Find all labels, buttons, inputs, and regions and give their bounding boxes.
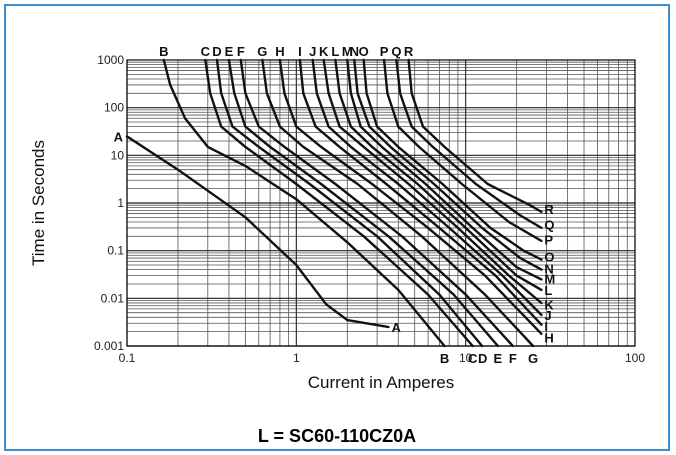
y-tick-label: 0.001 — [94, 339, 124, 353]
x-axis-label: Current in Amperes — [308, 373, 454, 392]
curve-a — [125, 135, 390, 329]
curve-label-bottom: F — [509, 351, 517, 366]
curve-label-top: K — [319, 44, 329, 59]
curve-p — [382, 58, 543, 243]
x-tick-label: 10 — [459, 351, 473, 365]
curve-e — [227, 58, 500, 348]
x-tick-label: 100 — [625, 351, 645, 365]
y-tick-label: 1000 — [97, 53, 124, 67]
curve-label-top: C — [201, 44, 211, 59]
tick-labels: 0.001 0.01 0.1 1 10 100 1000 0.1 1 10 100 — [94, 53, 645, 365]
x-tick-label: 1 — [293, 351, 300, 365]
curve-label-bottom: D — [478, 351, 487, 366]
curve-label-bottom: B — [440, 351, 449, 366]
curve-b — [162, 58, 446, 348]
curve-label-top: E — [225, 44, 234, 59]
curve-label-top: B — [159, 44, 168, 59]
y-tick-label: 0.1 — [107, 244, 124, 258]
y-tick-label: 100 — [104, 101, 124, 115]
curve-label-top: L — [331, 44, 339, 59]
curve-q — [395, 58, 543, 230]
curves — [125, 58, 543, 348]
curve-label-top: N — [350, 44, 359, 59]
curve-k — [322, 58, 543, 305]
curve-o — [362, 58, 543, 261]
curve-label-top: I — [298, 44, 302, 59]
curve-label-right: Q — [544, 218, 554, 233]
curve-label-top: D — [212, 44, 221, 59]
curve-label-top: R — [404, 44, 414, 59]
curve-label-top: Q — [391, 44, 401, 59]
curve-label-right: M — [544, 272, 555, 287]
curve-label-bottom: C — [468, 351, 478, 366]
y-tick-label: 1 — [117, 196, 124, 210]
curve-d — [215, 58, 484, 348]
curve-label-inline: A — [391, 320, 401, 335]
curve-label-bottom: E — [494, 351, 503, 366]
curve-label-top: F — [237, 44, 245, 59]
curve-h — [278, 58, 543, 335]
curve-label-right: K — [544, 297, 554, 312]
curve-j — [311, 58, 543, 317]
curve-f — [239, 58, 515, 348]
curve-label-right: I — [544, 319, 548, 334]
curve-l — [334, 58, 543, 292]
x-tick-label: 0.1 — [119, 351, 136, 365]
y-tick-label: 10 — [111, 148, 125, 162]
curve-label-bottom: G — [528, 351, 538, 366]
curve-c — [204, 58, 474, 348]
curve-label-top: P — [380, 44, 389, 59]
curve-m — [346, 58, 543, 281]
part-number-caption: L = SC60-110CZ0A — [257, 426, 417, 446]
curve-label-top: G — [257, 44, 267, 59]
curve-label-right: L — [544, 283, 552, 298]
curve-label-top: M — [342, 44, 353, 59]
curve-label-top: H — [275, 44, 284, 59]
y-axis-label: Time in Seconds — [29, 140, 48, 266]
curve-i — [298, 58, 543, 326]
y-tick-label: 0.01 — [101, 291, 125, 305]
plot-area-border — [126, 59, 636, 347]
curve-label-right: N — [544, 262, 553, 277]
curve-g — [261, 58, 535, 348]
curve-label-right: O — [544, 250, 554, 265]
curve-r — [407, 58, 543, 214]
curve-label-top: O — [359, 44, 369, 59]
curve-label-right: P — [544, 233, 553, 248]
curve-label-left: A — [114, 129, 124, 144]
curve-label-right: J — [544, 308, 551, 323]
curve-label-top: J — [309, 44, 316, 59]
curve-label-right: R — [544, 202, 554, 217]
curve-n — [353, 58, 543, 271]
curve-label-right: H — [544, 331, 553, 346]
